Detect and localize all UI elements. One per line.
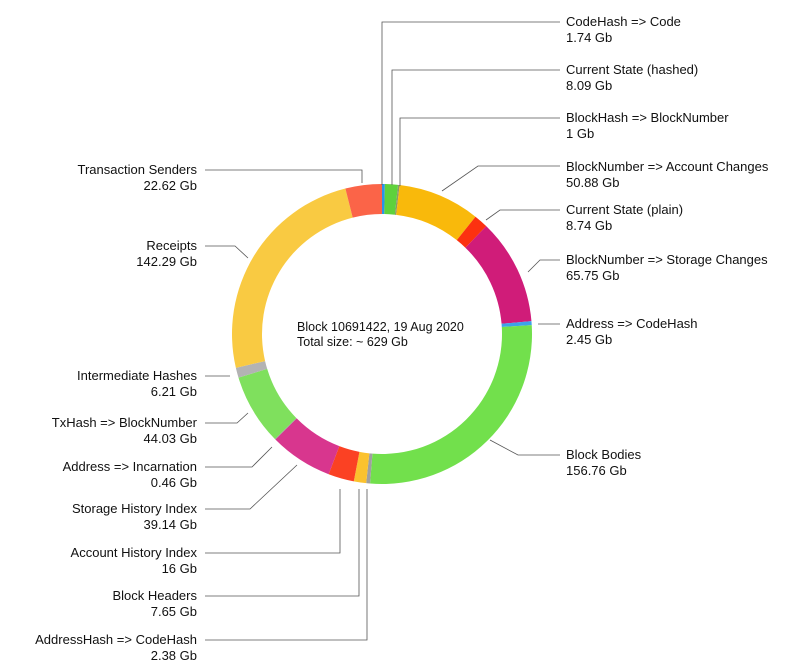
leader-line (527, 259, 560, 273)
slice-address-incarnation (274, 417, 297, 440)
leader-line (205, 412, 249, 424)
leader-line (381, 21, 560, 185)
slice-block-headers (353, 451, 370, 484)
leader-line (205, 446, 273, 468)
slice-value: 65.75 Gb (566, 268, 620, 283)
center-total: Total size: ~ 629 Gb (297, 335, 408, 349)
slice-name: BlockNumber => Account Changes (566, 159, 769, 174)
leader-line (205, 489, 360, 597)
slice-name: Account History Index (70, 545, 197, 560)
slice-label: Block Headers 7.65 Gb (112, 588, 197, 620)
slice-value: 44.03 Gb (143, 431, 198, 446)
slice-label: BlockNumber => Account Changes 50.88 Gb (566, 159, 768, 191)
slice-label: AddressHash => CodeHash 2.38 Gb (35, 632, 197, 664)
slice-label: Receipts 142.29 Gb (136, 238, 197, 270)
slice-value: 22.62 Gb (143, 178, 198, 193)
slice-current-state-plain- (456, 216, 487, 248)
slice-codehash-code (382, 184, 385, 215)
slice-name: Address => CodeHash (566, 316, 698, 331)
slice-value: 142.29 Gb (136, 254, 197, 269)
slice-label: TxHash => BlockNumber 44.03 Gb (52, 415, 197, 447)
slice-label: Address => Incarnation 0.46 Gb (63, 459, 197, 491)
leader-line (489, 439, 560, 456)
center-title: Block 10691422, 19 Aug 2020 (297, 320, 464, 334)
slice-block-bodies (370, 325, 532, 485)
slice-storage-history-index (275, 418, 340, 475)
slice-name: Storage History Index (71, 501, 197, 516)
slice-value: 8.74 Gb (566, 218, 613, 233)
slice-value: 50.88 Gb (566, 175, 620, 190)
slice-name: BlockNumber => Storage Changes (566, 252, 768, 267)
slice-blockhash-blocknumber (394, 184, 400, 215)
slice-label: Current State (plain) 8.74 Gb (566, 202, 683, 234)
slice-name: AddressHash => CodeHash (35, 632, 197, 647)
slice-intermediate-hashes (235, 361, 268, 378)
slice-name: Current State (hashed) (566, 62, 699, 77)
slice-label: Storage History Index 39.14 Gb (72, 501, 197, 533)
slice-transaction-senders (345, 184, 382, 218)
slice-name: Receipts (146, 238, 197, 253)
slice-name: TxHash => BlockNumber (51, 415, 197, 430)
slice-name: BlockHash => BlockNumber (566, 110, 729, 125)
leader-line (205, 169, 363, 183)
slice-txhash-blocknumber (238, 368, 297, 439)
slice-value: 6.21 Gb (150, 384, 197, 399)
slice-value: 8.09 Gb (566, 78, 613, 93)
slice-name: Transaction Senders (77, 162, 197, 177)
slice-name: Address => Incarnation (62, 459, 197, 474)
slice-label: Transaction Senders 22.62 Gb (78, 162, 197, 194)
slice-label: Intermediate Hashes 6.21 Gb (77, 368, 197, 400)
slice-name: Block Headers (112, 588, 197, 603)
slice-account-history-index (328, 446, 360, 482)
slice-blocknumber-account-changes (396, 185, 476, 241)
slice-name: CodeHash => Code (566, 14, 681, 29)
slice-label: BlockNumber => Storage Changes 65.75 Gb (566, 252, 768, 284)
slice-value: 0.46 Gb (150, 475, 197, 490)
leader-line (205, 489, 368, 641)
slice-label: BlockHash => BlockNumber 1 Gb (566, 110, 729, 142)
slice-receipts (231, 188, 353, 368)
slice-value: 2.45 Gb (566, 332, 613, 347)
leader-line (485, 209, 560, 221)
slice-label: Account History Index 16 Gb (71, 545, 197, 577)
slice-value: 156.76 Gb (566, 463, 627, 478)
leader-line (205, 245, 249, 259)
slice-label: CodeHash => Code 1.74 Gb (566, 14, 681, 46)
slice-label: Block Bodies 156.76 Gb (566, 447, 641, 479)
leader-line (391, 69, 560, 185)
slice-name: Current State (plain) (566, 202, 684, 217)
slice-value: 39.14 Gb (143, 517, 198, 532)
slice-label: Current State (hashed) 8.09 Gb (566, 62, 698, 94)
slice-value: 7.65 Gb (150, 604, 197, 619)
center-text: Block 10691422, 19 Aug 2020 Total size: … (297, 320, 464, 350)
leader-line (205, 489, 341, 554)
slice-name: Intermediate Hashes (77, 368, 197, 383)
leader-line (441, 165, 560, 192)
slice-name: Block Bodies (566, 447, 642, 462)
slice-value: 2.38 Gb (150, 648, 197, 663)
slice-blocknumber-storage-changes (465, 226, 532, 324)
slice-address-codehash (501, 321, 532, 327)
slice-current-state-hashed- (384, 184, 399, 215)
leader-line (205, 464, 298, 510)
slice-value: 1.74 Gb (566, 30, 613, 45)
slice-value: 16 Gb (161, 561, 197, 576)
slice-addresshash-codehash (366, 453, 373, 484)
leader-line (399, 117, 560, 186)
slice-value: 1 Gb (566, 126, 595, 141)
slice-label: Address => CodeHash 2.45 Gb (566, 316, 698, 348)
